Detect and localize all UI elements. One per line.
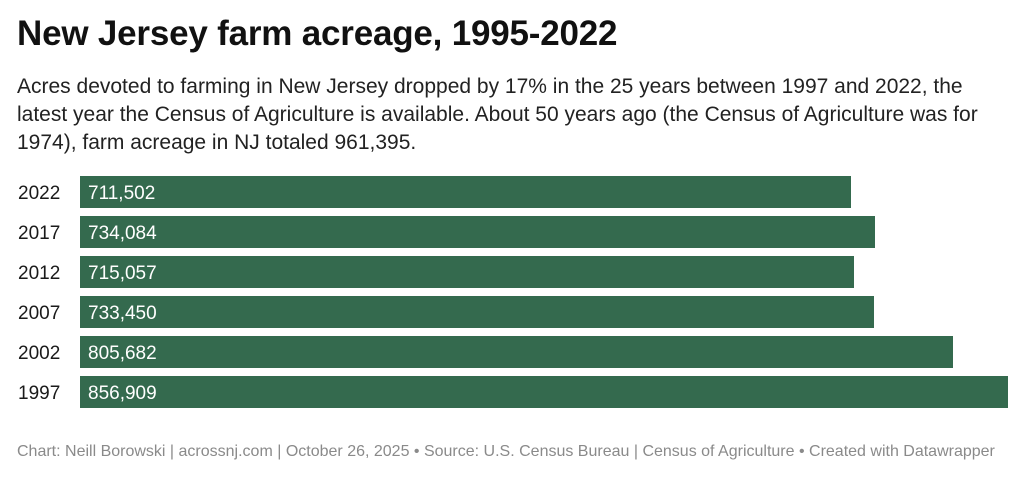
value-label-1997: 856,909 bbox=[88, 383, 157, 404]
bar-2012 bbox=[80, 256, 854, 288]
chart-subtitle: Acres devoted to farming in New Jersey d… bbox=[17, 75, 978, 154]
value-label-2017: 734,084 bbox=[88, 223, 157, 244]
category-label-2022: 2022 bbox=[18, 183, 60, 204]
bar-chart-svg: 2022 711,502 2017 734,084 2012 715,057 2007 733… bbox=[18, 176, 1008, 408]
category-label-2002: 2002 bbox=[18, 343, 60, 364]
chart-title: New Jersey farm acreage, 1995-2022 bbox=[17, 14, 618, 53]
bar-2022 bbox=[80, 176, 851, 208]
value-label-2007: 733,450 bbox=[88, 303, 157, 324]
bar-2002 bbox=[80, 336, 953, 368]
bar-chart: 2022 711,502 2017 734,084 2012 715,057 2007 733… bbox=[0, 172, 1026, 417]
category-label-2017: 2017 bbox=[18, 223, 60, 244]
category-label-2007: 2007 bbox=[18, 303, 60, 324]
chart-footer: Chart: Neill Borowski | acrossnj.com | O… bbox=[17, 443, 995, 460]
bar-2007 bbox=[80, 296, 874, 328]
value-label-2002: 805,682 bbox=[88, 343, 157, 364]
bar-2017 bbox=[80, 216, 875, 248]
category-label-2012: 2012 bbox=[18, 263, 60, 284]
bar-1997 bbox=[80, 376, 1008, 408]
value-label-2012: 715,057 bbox=[88, 263, 157, 284]
value-label-2022: 711,502 bbox=[88, 183, 155, 204]
category-label-1997: 1997 bbox=[18, 383, 60, 404]
